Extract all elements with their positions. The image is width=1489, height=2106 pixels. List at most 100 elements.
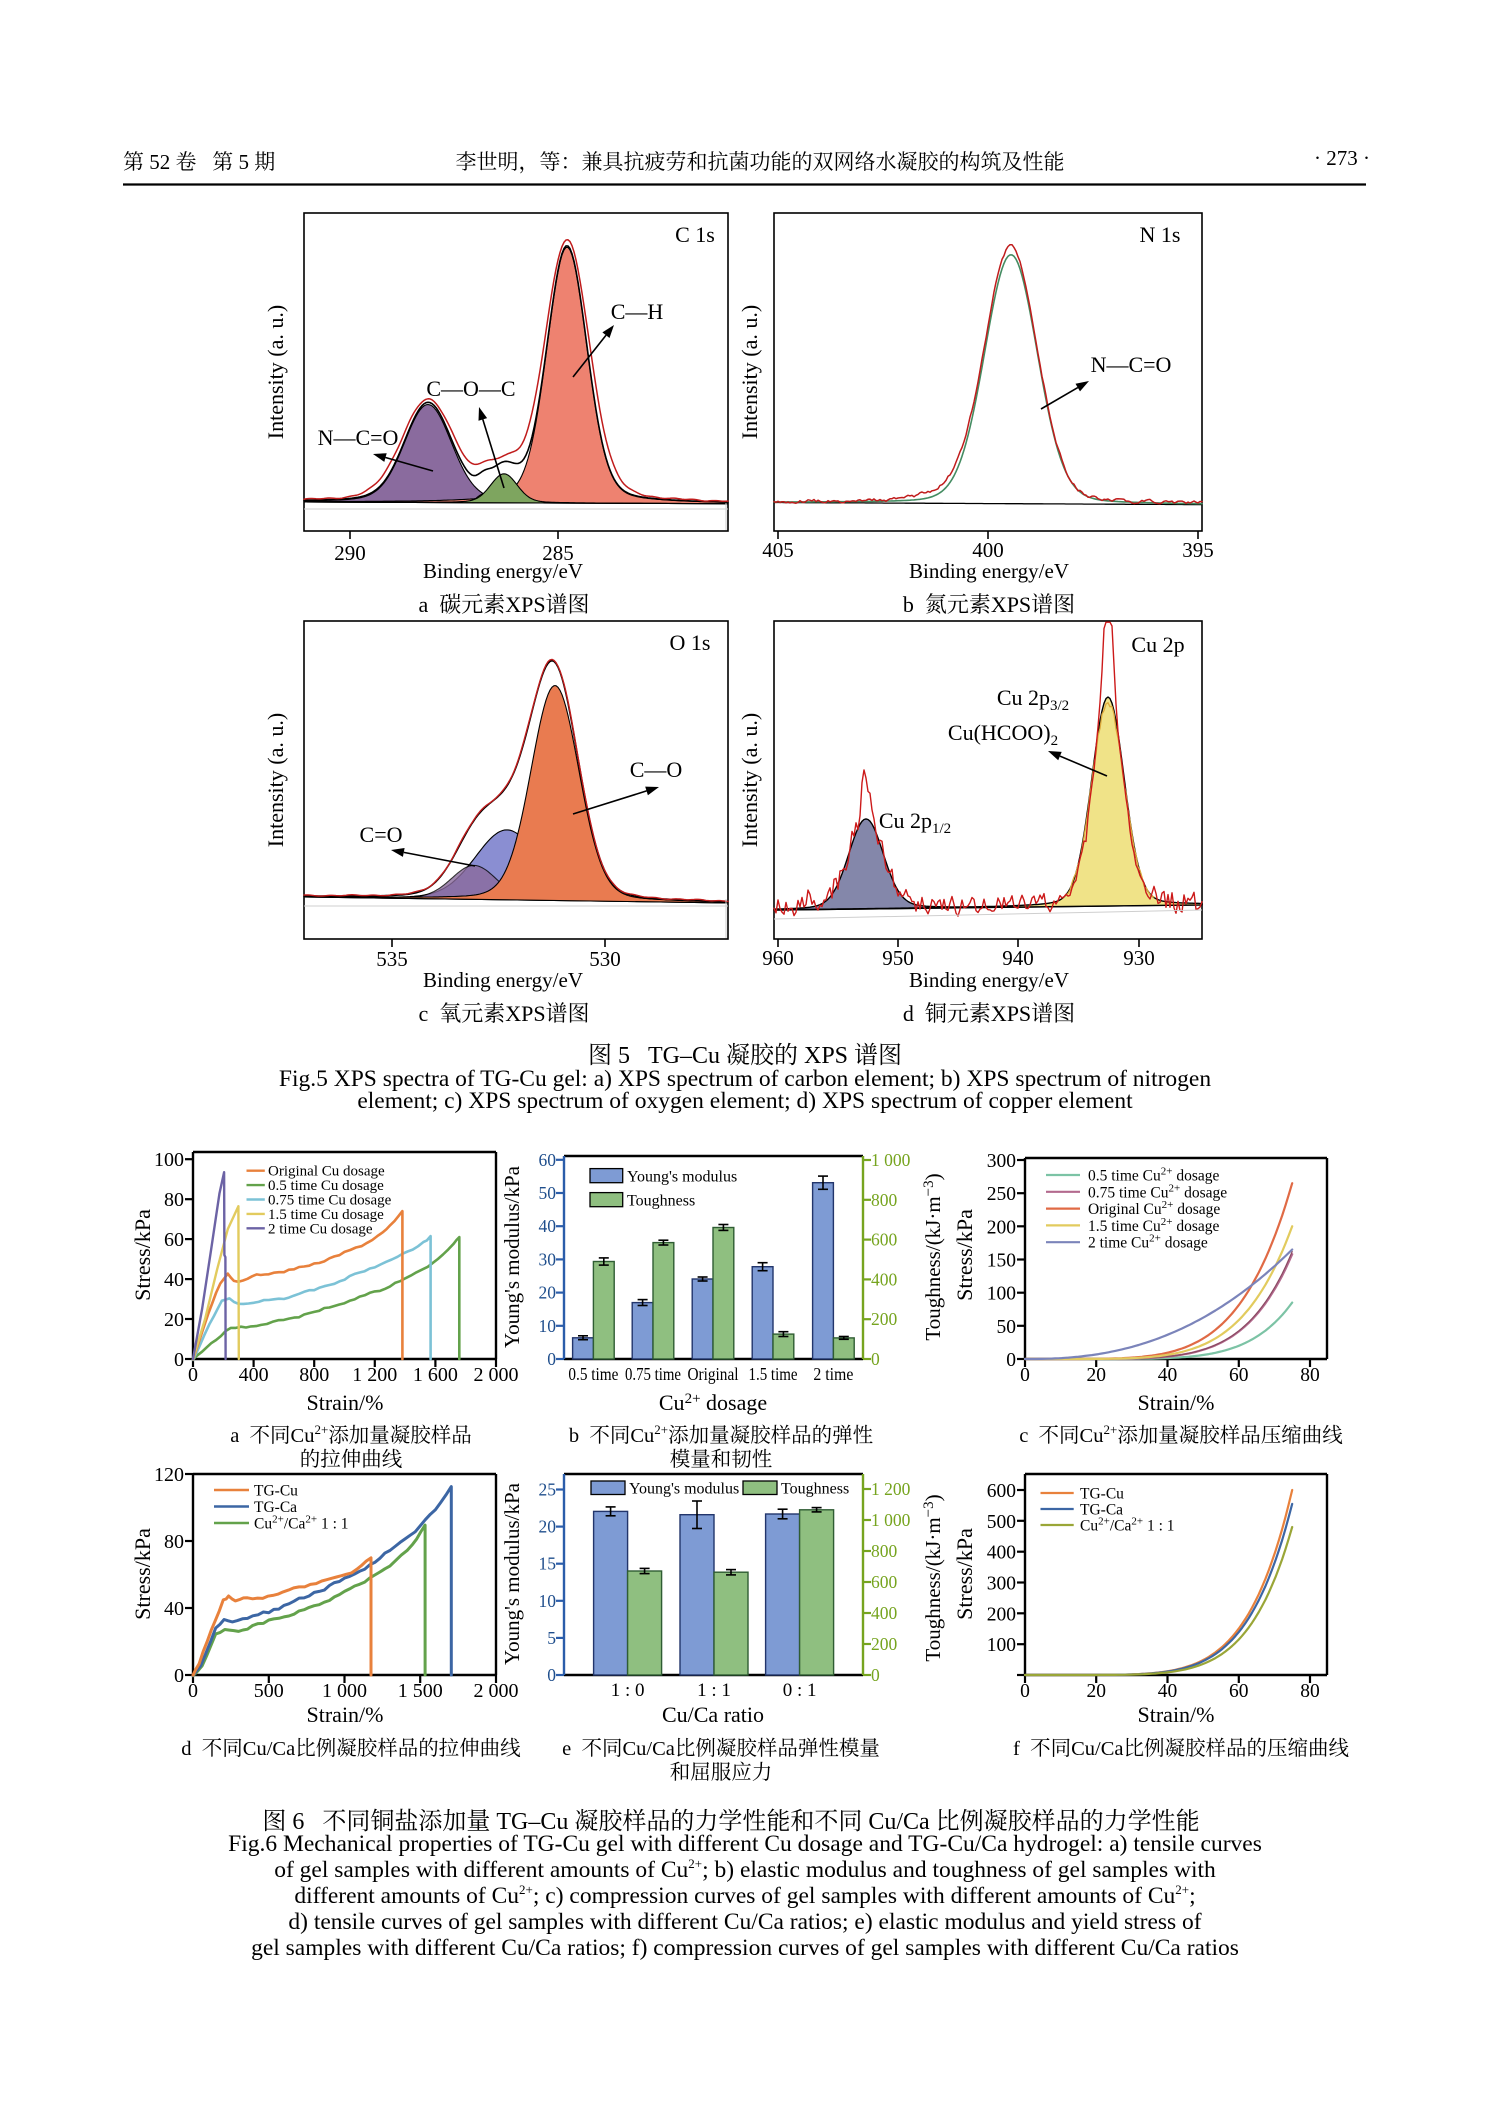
svg-text:25: 25: [539, 1480, 557, 1500]
svg-text:Toughness: Toughness: [627, 1193, 695, 1210]
svg-text:Young's modulus: Young's modulus: [629, 1481, 739, 1498]
svg-text:40: 40: [1158, 1681, 1178, 1702]
svg-text:2 time Cu2+ dosage: 2 time Cu2+ dosage: [1088, 1233, 1208, 1252]
svg-text:0: 0: [188, 1364, 198, 1386]
svg-text:5: 5: [547, 1628, 556, 1648]
svg-text:400: 400: [871, 1603, 898, 1623]
svg-text:0: 0: [871, 1349, 880, 1369]
svg-text:80: 80: [164, 1531, 184, 1553]
svg-text:C 1s: C 1s: [675, 222, 715, 247]
svg-text:0: 0: [1020, 1681, 1030, 1702]
svg-text:1 : 1: 1 : 1: [697, 1680, 731, 1701]
svg-text:300: 300: [987, 1151, 1016, 1172]
svg-text:Strain/%: Strain/%: [1138, 1702, 1215, 1727]
svg-text:Original Cu2+ dosage: Original Cu2+ dosage: [1088, 1199, 1220, 1218]
svg-text:C—O: C—O: [630, 757, 683, 782]
svg-text:950: 950: [882, 946, 914, 970]
svg-text:1 000: 1 000: [871, 1510, 911, 1530]
svg-text:800: 800: [871, 1190, 898, 1210]
svg-text:1.5 time: 1.5 time: [749, 1364, 798, 1384]
svg-text:500: 500: [254, 1680, 284, 1702]
svg-text:2 time Cu dosage: 2 time Cu dosage: [268, 1221, 373, 1237]
svg-text:Cu 2p3/2: Cu 2p3/2: [997, 685, 1069, 714]
svg-text:290: 290: [334, 541, 366, 565]
svg-text:N 1s: N 1s: [1140, 222, 1181, 247]
svg-text:20: 20: [539, 1517, 557, 1537]
svg-text:400: 400: [972, 538, 1004, 562]
svg-text:120: 120: [154, 1464, 184, 1486]
svg-text:N—C=O: N—C=O: [318, 425, 399, 450]
svg-text:Binding energy/eV: Binding energy/eV: [423, 968, 583, 992]
svg-text:Toughness: Toughness: [781, 1481, 849, 1498]
svg-text:Toughness/(kJ·m−3): Toughness/(kJ·m−3): [921, 1173, 945, 1340]
svg-text:Intensity (a. u.): Intensity (a. u.): [737, 305, 762, 439]
svg-text:0: 0: [188, 1680, 198, 1702]
svg-text:0.75 time Cu2+ dosage: 0.75 time Cu2+ dosage: [1088, 1182, 1227, 1201]
svg-text:100: 100: [987, 1635, 1016, 1656]
svg-text:Cu2+/Ca2+ 1 : 1: Cu2+/Ca2+ 1 : 1: [1080, 1516, 1175, 1535]
svg-text:20: 20: [1086, 1681, 1106, 1702]
svg-text:10: 10: [539, 1591, 557, 1611]
svg-text:150: 150: [987, 1251, 1016, 1272]
svg-text:20: 20: [539, 1283, 557, 1303]
svg-text:Stress/kPa: Stress/kPa: [952, 1209, 977, 1301]
svg-text:50: 50: [539, 1183, 557, 1203]
svg-text:535: 535: [376, 947, 408, 971]
svg-text:80: 80: [1300, 1681, 1320, 1702]
svg-text:Toughness/(kJ·m−3): Toughness/(kJ·m−3): [921, 1494, 945, 1661]
svg-text:285: 285: [542, 541, 574, 565]
svg-text:C—O—C: C—O—C: [426, 376, 515, 401]
svg-text:400: 400: [239, 1364, 269, 1386]
svg-text:20: 20: [164, 1309, 184, 1331]
svg-text:800: 800: [871, 1541, 898, 1561]
svg-text:1 500: 1 500: [398, 1680, 443, 1702]
svg-text:Young's modulus/kPa: Young's modulus/kPa: [500, 1165, 524, 1348]
svg-text:40: 40: [539, 1216, 557, 1236]
svg-text:60: 60: [1229, 1365, 1249, 1386]
svg-text:TG-Cu: TG-Cu: [1080, 1486, 1124, 1503]
svg-text:0: 0: [547, 1349, 556, 1369]
svg-text:30: 30: [539, 1249, 557, 1269]
svg-text:395: 395: [1182, 538, 1214, 562]
svg-text:1 600: 1 600: [413, 1364, 458, 1386]
svg-text:Intensity (a. u.): Intensity (a. u.): [263, 305, 288, 439]
svg-text:15: 15: [539, 1554, 557, 1574]
svg-text:2 000: 2 000: [474, 1364, 519, 1386]
svg-text:1 200: 1 200: [871, 1479, 911, 1499]
svg-text:Strain/%: Strain/%: [1138, 1390, 1215, 1415]
svg-text:0.5 time Cu2+ dosage: 0.5 time Cu2+ dosage: [1088, 1166, 1220, 1185]
svg-text:800: 800: [299, 1364, 329, 1386]
svg-text:10: 10: [539, 1316, 557, 1336]
svg-text:600: 600: [987, 1481, 1016, 1502]
svg-text:0.5 time: 0.5 time: [568, 1364, 618, 1384]
svg-text:400: 400: [871, 1269, 898, 1289]
svg-text:100: 100: [987, 1284, 1016, 1305]
svg-text:600: 600: [871, 1230, 898, 1250]
svg-text:200: 200: [871, 1309, 898, 1329]
svg-text:C=O: C=O: [360, 822, 403, 847]
svg-text:80: 80: [164, 1189, 184, 1211]
svg-text:TG-Ca: TG-Ca: [254, 1499, 297, 1516]
svg-text:C—H: C—H: [611, 299, 664, 324]
svg-text:0: 0: [547, 1665, 556, 1685]
svg-text:Stress/kPa: Stress/kPa: [130, 1528, 155, 1620]
svg-text:50: 50: [997, 1317, 1017, 1338]
svg-text:2 time: 2 time: [813, 1364, 853, 1384]
svg-text:Cu(HCOO)2: Cu(HCOO)2: [948, 720, 1058, 749]
svg-text:40: 40: [164, 1598, 184, 1620]
svg-text:Strain/%: Strain/%: [307, 1390, 384, 1415]
svg-text:250: 250: [987, 1184, 1016, 1205]
svg-text:200: 200: [871, 1634, 898, 1654]
svg-text:Binding energy/eV: Binding energy/eV: [423, 559, 583, 583]
svg-text:1 000: 1 000: [322, 1680, 367, 1702]
svg-text:200: 200: [987, 1604, 1016, 1625]
svg-text:0: 0: [174, 1349, 184, 1371]
svg-text:Cu2+/Ca2+ 1 : 1: Cu2+/Ca2+ 1 : 1: [254, 1514, 349, 1533]
svg-text:Strain/%: Strain/%: [307, 1702, 384, 1727]
svg-text:Stress/kPa: Stress/kPa: [130, 1209, 155, 1301]
svg-text:0.75 time: 0.75 time: [625, 1364, 681, 1384]
svg-text:Intensity (a. u.): Intensity (a. u.): [263, 713, 288, 847]
svg-text:0 : 1: 0 : 1: [783, 1680, 817, 1701]
svg-text:40: 40: [1158, 1365, 1178, 1386]
svg-text:1.5 time Cu dosage: 1.5 time Cu dosage: [268, 1207, 384, 1223]
